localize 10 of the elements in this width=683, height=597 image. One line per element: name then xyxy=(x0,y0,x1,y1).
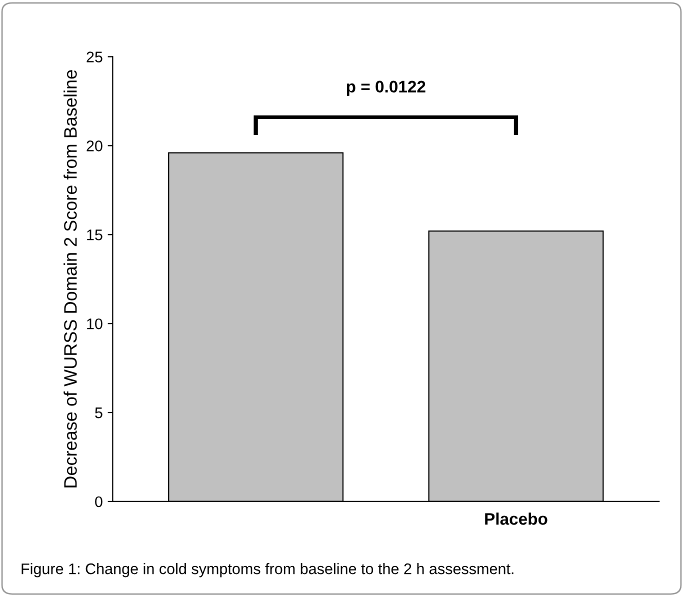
annotation: p = 0.0122 xyxy=(346,80,426,96)
y-tick-label: 20 xyxy=(86,140,102,152)
y-tick-label: 25 xyxy=(86,52,102,62)
y-tick-label: 15 xyxy=(87,230,102,240)
y-tick-label: 0 xyxy=(95,496,102,508)
x-tick-label: Placebo xyxy=(485,512,548,525)
caption: Figure 1: Change in cold symptoms from baseline to the 2 h assessment. xyxy=(22,563,514,578)
y-tick-label: 5 xyxy=(95,408,102,418)
y-axis-title: Decrease of WURSS Domain 2 Score from Baseline xyxy=(64,70,77,488)
y-tick-label: 10 xyxy=(87,318,102,330)
